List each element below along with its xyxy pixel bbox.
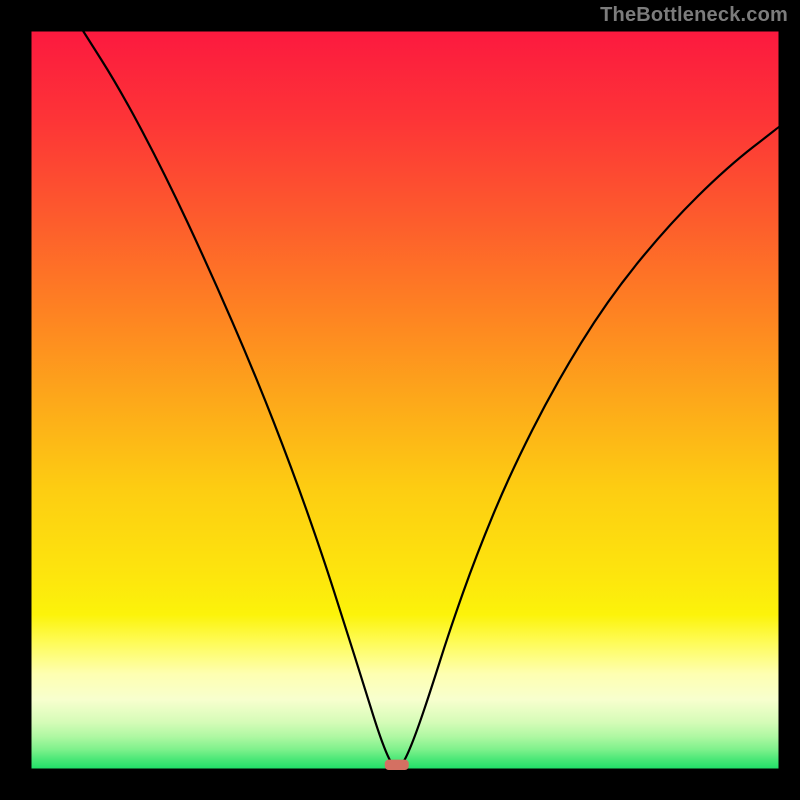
stage: TheBottleneck.com bbox=[0, 0, 800, 800]
watermark-text: TheBottleneck.com bbox=[600, 4, 788, 27]
chart-plot bbox=[30, 30, 780, 770]
chart-svg bbox=[30, 30, 780, 770]
chart-background bbox=[30, 30, 780, 770]
vertex-marker bbox=[385, 760, 409, 770]
